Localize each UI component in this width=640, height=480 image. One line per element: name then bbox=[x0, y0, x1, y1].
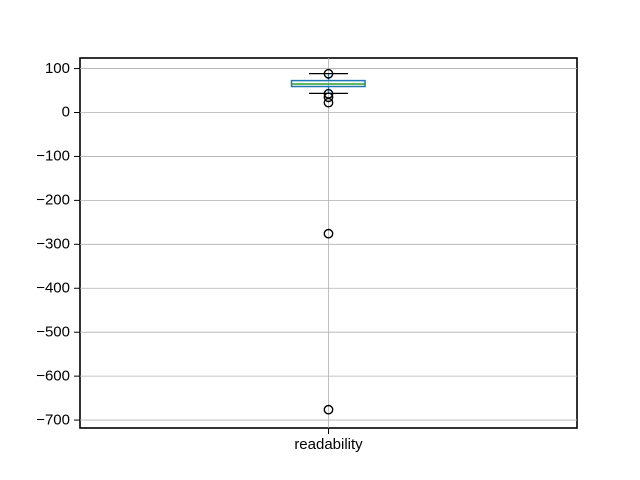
svg-text:−200: −200 bbox=[36, 192, 70, 209]
svg-text:−100: −100 bbox=[36, 148, 70, 165]
svg-text:−600: −600 bbox=[36, 367, 70, 384]
svg-text:−700: −700 bbox=[36, 411, 70, 428]
svg-text:100: 100 bbox=[45, 60, 70, 77]
svg-text:−300: −300 bbox=[36, 236, 70, 253]
svg-text:0: 0 bbox=[62, 104, 70, 121]
svg-text:−500: −500 bbox=[36, 324, 70, 341]
svg-text:readability: readability bbox=[294, 436, 363, 453]
svg-text:−400: −400 bbox=[36, 280, 70, 297]
